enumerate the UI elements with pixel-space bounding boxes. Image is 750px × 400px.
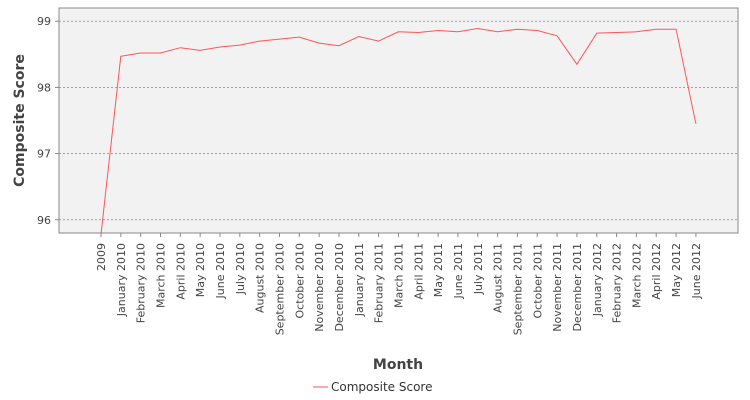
x-tick-labels: 2009 January 2010 February 2010 March 2010 A… [95,233,703,335]
x-tick-label: April 2012 [650,243,663,300]
legend: Composite Score [313,380,432,394]
y-tick-labels: 96 97 98 99 [37,15,59,227]
y-tick-label: 98 [37,81,51,94]
x-tick-label: January 2011 [353,243,366,317]
x-tick-label: March 2012 [630,243,643,308]
y-axis-title: Composite Score [12,54,28,187]
x-tick-label: November 2010 [313,243,326,332]
x-tick-label: May 2010 [194,243,207,297]
x-tick-label: October 2010 [293,243,306,319]
y-tick-label: 99 [37,15,51,28]
x-tick-label: July 2010 [234,243,247,295]
plot-area [58,7,739,234]
x-tick-label: July 2011 [472,243,485,295]
x-tick-label: 2009 [95,243,108,271]
x-tick-label: February 2011 [373,243,386,323]
gridlines [59,20,738,221]
x-tick-label: March 2011 [392,243,405,308]
legend-label: Composite Score [331,380,432,394]
x-tick-label: April 2010 [174,243,187,300]
x-tick-label: May 2012 [670,243,683,297]
x-tick-label: January 2012 [591,243,604,317]
x-tick-label: February 2012 [611,243,624,323]
x-tick-label: November 2011 [551,243,564,332]
x-tick-label: October 2011 [531,243,544,319]
y-tick-label: 96 [37,214,51,227]
x-tick-label: June 2012 [690,243,703,299]
x-axis-title: Month [373,357,423,373]
x-tick-label: August 2010 [254,243,267,313]
y-tick-label: 97 [37,148,51,161]
x-tick-label: June 2011 [452,243,465,299]
x-tick-label: September 2010 [273,243,286,335]
x-tick-label: April 2011 [412,243,425,300]
x-tick-label: February 2010 [135,243,148,323]
x-tick-label: May 2011 [432,243,445,297]
x-tick-label: January 2010 [115,243,128,317]
series-line-composite-score [100,27,697,235]
x-tick-label: March 2010 [154,243,167,308]
x-tick-label: June 2010 [214,243,227,299]
x-tick-label: August 2011 [492,243,505,313]
x-tick-label: December 2011 [571,243,584,332]
x-tick-label: September 2011 [511,243,524,335]
x-tick-label: December 2010 [333,243,346,332]
